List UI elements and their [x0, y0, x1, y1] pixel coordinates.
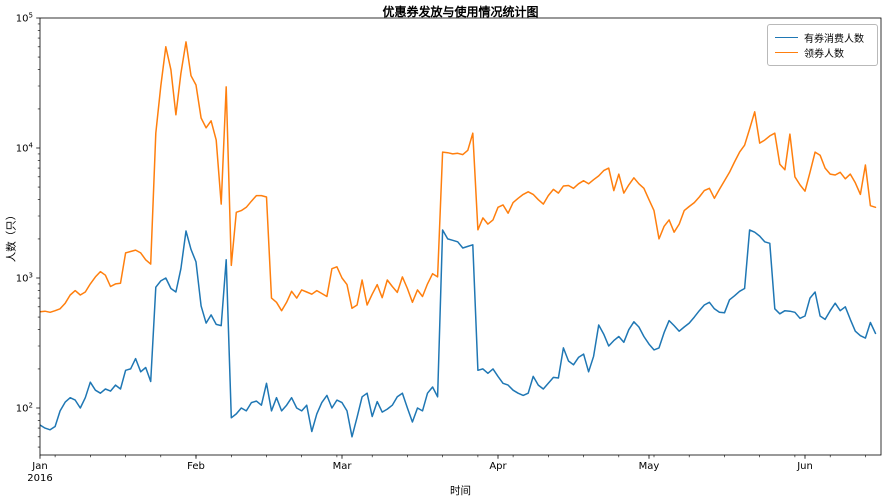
- svg-text:105: 105: [16, 12, 33, 25]
- legend-label-consumers: 有券消费人数: [804, 34, 864, 45]
- legend-label-receivers: 领券人数: [804, 49, 844, 60]
- svg-text:2016: 2016: [27, 473, 52, 484]
- minor-ticks: [37, 23, 866, 458]
- svg-text:May: May: [639, 461, 660, 472]
- svg-text:Feb: Feb: [187, 461, 205, 472]
- y-axis-label: 人数（只）: [5, 209, 18, 263]
- legend-entry-receivers: 领券人数: [775, 45, 870, 60]
- svg-text:104: 104: [16, 142, 34, 155]
- chart-title: 优惠券发放与使用情况统计图: [382, 5, 539, 19]
- svg-text:Apr: Apr: [489, 461, 507, 472]
- x-axis-label: 时间: [450, 485, 471, 497]
- svg-text:Mar: Mar: [333, 461, 353, 472]
- legend-line-consumers-icon: [775, 37, 798, 38]
- svg-text:Jun: Jun: [796, 461, 813, 472]
- svg-text:103: 103: [16, 272, 33, 285]
- series-line-1: [40, 41, 877, 314]
- svg-text:Jan: Jan: [31, 461, 47, 472]
- legend-entry-consumers: 有券消费人数: [775, 30, 870, 45]
- plot-border: [39, 17, 882, 456]
- legend-line-receivers-icon: [775, 52, 798, 53]
- legend: 有券消费人数 领券人数: [767, 24, 878, 66]
- major-ticks: [36, 17, 806, 459]
- series-line-0: [40, 229, 877, 438]
- svg-text:102: 102: [16, 402, 33, 415]
